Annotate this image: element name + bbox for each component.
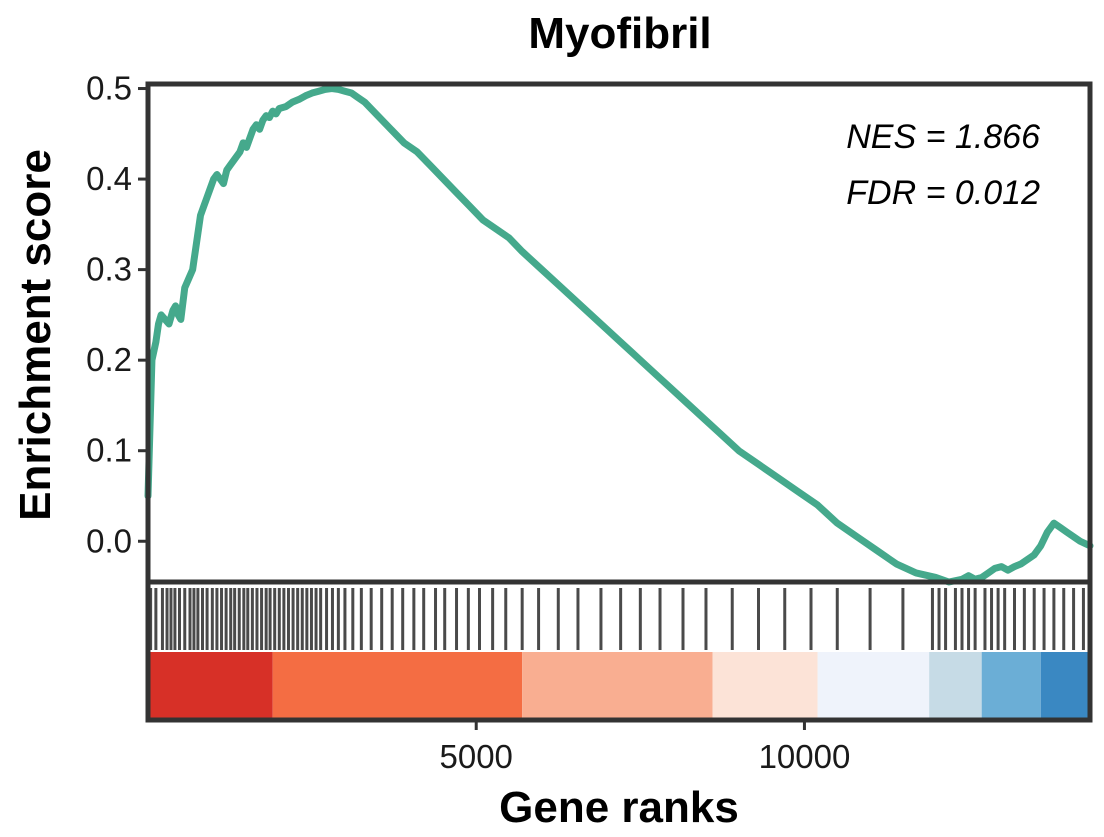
- colorbar-segment: [712, 652, 818, 718]
- enrichment-line-layer: [144, 85, 1094, 586]
- y-tick-label: 0.4: [86, 160, 132, 197]
- colorbar-segment: [522, 652, 713, 718]
- colorbar-segment: [929, 652, 982, 718]
- x-tick-label: 10000: [759, 738, 851, 775]
- x-axis-title: Gene ranks: [499, 783, 739, 832]
- gene-hit-ticks: [149, 588, 1085, 650]
- colorbar-segment: [1040, 652, 1090, 718]
- rank-colorbar: [148, 652, 1090, 718]
- y-tick-label: 0.0: [86, 522, 132, 559]
- y-tick-label: 0.5: [86, 70, 132, 107]
- y-axis: 0.0 0.1 0.2 0.3 0.4 0.5: [86, 70, 148, 559]
- nes-annotation: NES = 1.866: [846, 118, 1040, 156]
- plot-area: [148, 84, 1090, 582]
- x-tick-label: 5000: [440, 738, 513, 775]
- plot-frame: [145, 81, 1093, 723]
- x-axis: 5000 10000: [440, 720, 851, 775]
- enrichment-score-line: [144, 85, 1094, 586]
- y-tick-label: 0.2: [86, 341, 132, 378]
- y-tick-label: 0.3: [86, 251, 132, 288]
- y-axis-title: Enrichment score: [11, 149, 60, 521]
- colorbar-segment: [272, 652, 523, 718]
- colorbar-segment: [148, 652, 273, 718]
- fdr-annotation: FDR = 0.012: [846, 174, 1040, 212]
- colorbar-segment: [817, 652, 930, 718]
- colorbar-segment: [981, 652, 1041, 718]
- chart-title: Myofibril: [528, 9, 711, 58]
- y-tick-label: 0.1: [86, 432, 132, 469]
